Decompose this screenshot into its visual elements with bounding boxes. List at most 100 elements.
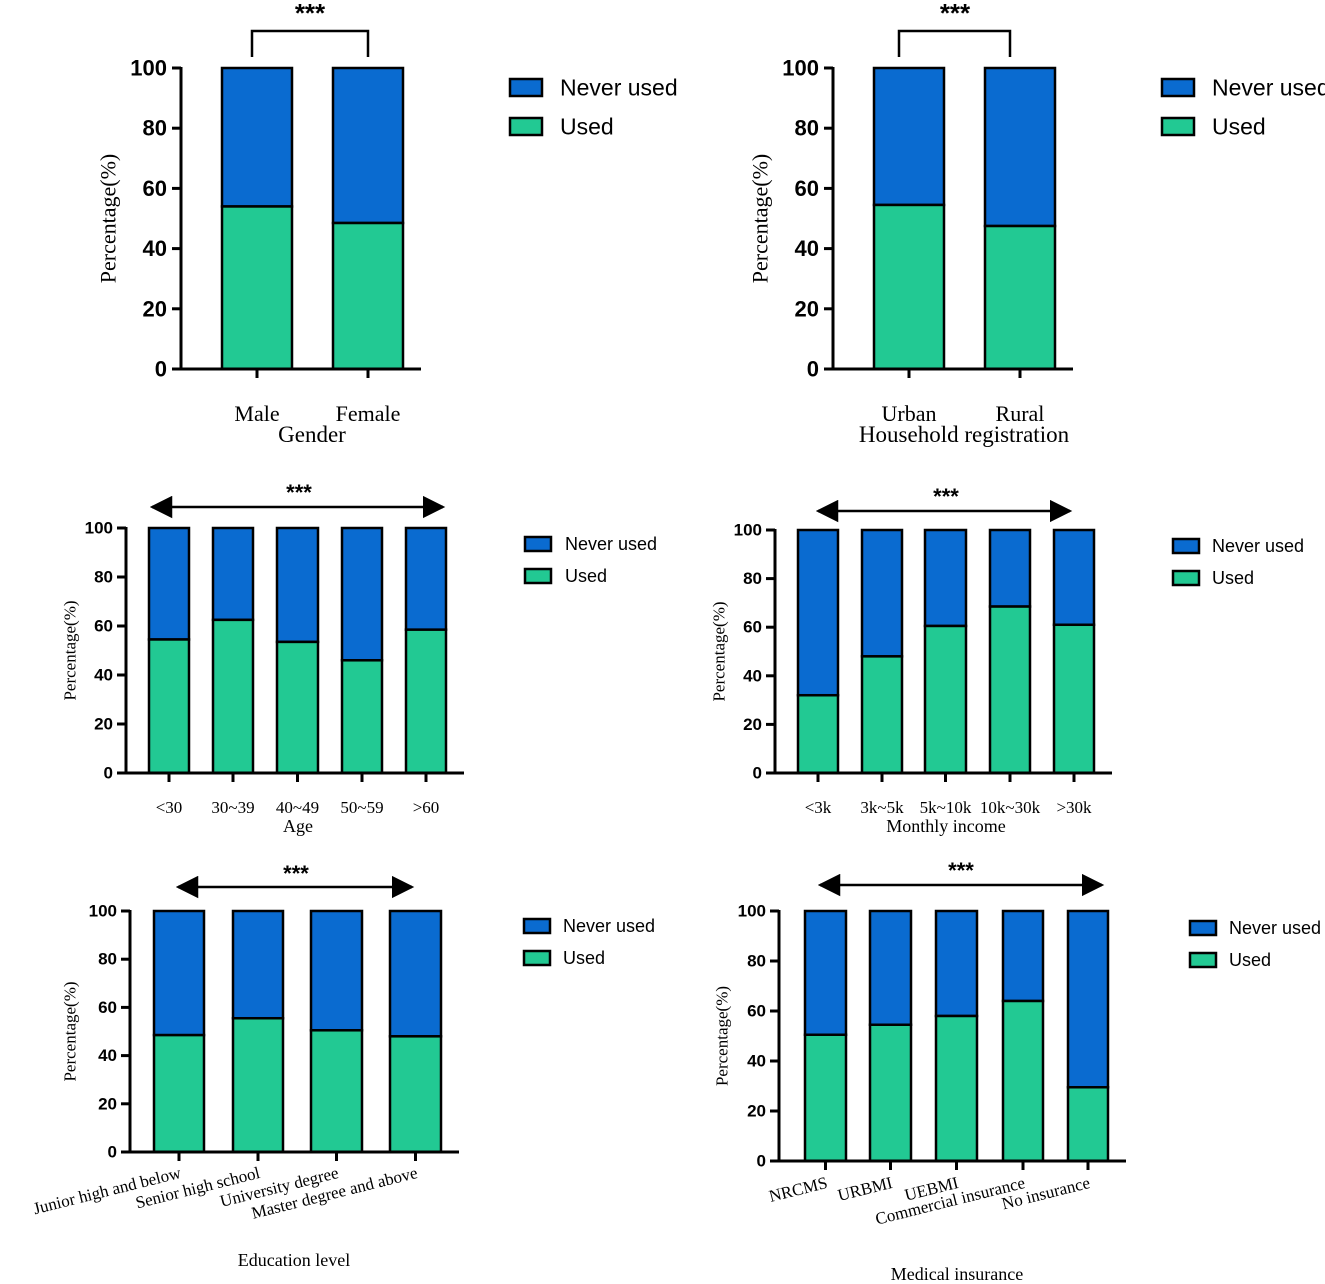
bar-never-used xyxy=(404,526,448,631)
bar-used xyxy=(796,693,840,775)
bar-used xyxy=(340,659,384,775)
bar-never-used xyxy=(340,526,384,662)
y-tick-label: 60 xyxy=(747,1002,766,1021)
x-tick-label: >60 xyxy=(413,798,440,817)
y-axis-title: Percentage(%) xyxy=(710,601,729,701)
significance-label: *** xyxy=(295,0,326,28)
y-tick-label: 60 xyxy=(98,998,117,1017)
y-tick-label: 20 xyxy=(743,715,762,734)
bar-used xyxy=(152,1033,206,1154)
chart-panel-4: 0 20 40 60 80 100 <3k 3k~5k 5k~10k 10k~30k >30k Mon… xyxy=(710,484,1305,836)
bar-never-used xyxy=(796,528,840,697)
legend-label: Never used xyxy=(1212,75,1325,101)
bar-never-used xyxy=(1052,528,1096,627)
x-tick-label: Female xyxy=(336,401,401,426)
bar-never-used xyxy=(1001,909,1045,1003)
significance-label: *** xyxy=(948,858,974,883)
y-tick-label: 100 xyxy=(89,902,117,921)
legend-label: Never used xyxy=(560,75,678,101)
y-tick-label: 100 xyxy=(782,56,819,81)
bar-used xyxy=(983,224,1057,371)
chart-panel-3: 0 20 40 60 80 100 <30 30~39 40~49 50~59 >60 Age Perc… xyxy=(61,480,658,836)
bar-never-used xyxy=(388,909,443,1038)
bar-used xyxy=(988,605,1032,775)
bar-used xyxy=(220,205,294,371)
y-axis-title: Percentage(%) xyxy=(713,986,732,1086)
bar-used xyxy=(923,624,968,775)
y-tick-label: 40 xyxy=(743,666,762,685)
legend-label: Used xyxy=(565,566,607,586)
bar-used xyxy=(860,655,904,775)
bar-used xyxy=(309,1029,364,1154)
y-tick-label: 0 xyxy=(753,764,762,783)
bar-never-used xyxy=(331,66,405,225)
legend-swatch xyxy=(523,535,553,553)
y-axis-title: Percentage(%) xyxy=(96,154,121,283)
y-tick-label: 100 xyxy=(738,902,766,921)
x-axis-title: Household registration xyxy=(859,422,1070,447)
legend-swatch xyxy=(1160,116,1196,137)
bar-used xyxy=(1066,1086,1110,1163)
y-tick-label: 100 xyxy=(130,56,167,81)
x-axis-title: Medical insurance xyxy=(891,1264,1023,1284)
bar-never-used xyxy=(309,909,364,1032)
y-tick-label: 40 xyxy=(94,666,113,685)
y-tick-label: 60 xyxy=(743,618,762,637)
x-tick-label: 30~39 xyxy=(211,798,254,817)
legend-label: Used xyxy=(1229,950,1271,970)
bar-used xyxy=(231,1016,285,1154)
bar-never-used xyxy=(152,909,206,1037)
legend-swatch xyxy=(523,567,553,585)
y-tick-label: 20 xyxy=(94,715,113,734)
y-tick-label: 60 xyxy=(795,176,819,201)
legend-label: Used xyxy=(563,948,605,968)
bar-never-used xyxy=(872,66,946,207)
x-tick-label: <30 xyxy=(156,798,183,817)
bar-never-used xyxy=(220,66,294,208)
bar-used xyxy=(872,203,946,371)
bar-never-used xyxy=(868,909,913,1026)
bar-used xyxy=(211,618,255,775)
y-tick-label: 60 xyxy=(94,617,113,636)
y-tick-label: 0 xyxy=(155,357,167,382)
legend-swatch xyxy=(1160,77,1196,98)
legend-swatch xyxy=(1171,569,1201,587)
x-tick-label: 10k~30k xyxy=(980,798,1041,817)
x-tick-label: 50~59 xyxy=(340,798,383,817)
x-tick-label: Urban xyxy=(882,401,937,426)
bar-never-used xyxy=(275,526,320,644)
bar-used xyxy=(388,1035,443,1154)
bar-used xyxy=(868,1023,913,1163)
bar-used xyxy=(934,1014,979,1163)
legend-label: Never used xyxy=(1212,536,1304,556)
bar-never-used xyxy=(923,528,968,628)
x-tick-label: <3k xyxy=(805,798,832,817)
bar-used xyxy=(1001,999,1045,1163)
legend-swatch xyxy=(508,77,544,98)
bar-never-used xyxy=(860,528,904,658)
x-tick-label: Rural xyxy=(996,401,1045,426)
y-tick-label: 40 xyxy=(143,236,167,261)
legend-swatch xyxy=(1188,951,1218,969)
legend-label: Never used xyxy=(563,916,655,936)
y-tick-label: 40 xyxy=(98,1046,117,1065)
x-tick-label: 3k~5k xyxy=(860,798,904,817)
x-tick-label: URBMI xyxy=(836,1173,895,1205)
x-axis-title: Age xyxy=(283,816,313,836)
bar-never-used xyxy=(147,526,191,641)
x-tick-label: Male xyxy=(234,401,279,426)
bar-used xyxy=(404,628,448,775)
legend-swatch xyxy=(522,917,552,935)
legend-swatch xyxy=(1171,537,1201,555)
legend-label: Never used xyxy=(1229,918,1321,938)
y-tick-label: 0 xyxy=(108,1143,117,1162)
x-tick-label: >30k xyxy=(1056,798,1092,817)
legend-label: Used xyxy=(560,114,614,140)
bar-used xyxy=(275,640,320,775)
bar-never-used xyxy=(988,528,1032,608)
y-tick-label: 20 xyxy=(795,296,819,321)
significance-label: *** xyxy=(286,480,312,505)
